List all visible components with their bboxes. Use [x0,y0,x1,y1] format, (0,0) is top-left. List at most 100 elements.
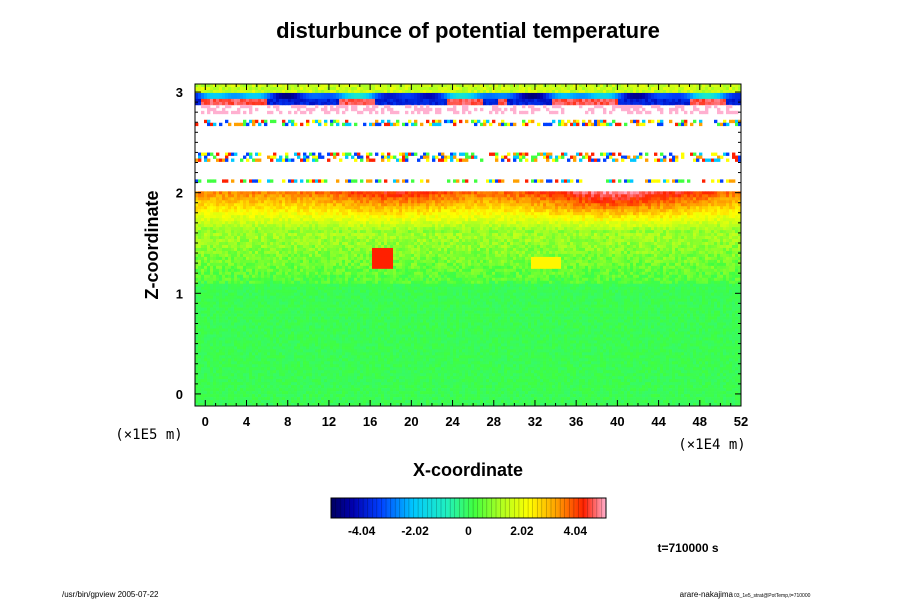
heatmap-cell [543,89,547,94]
heatmap-cell [288,203,292,207]
heatmap-cell [519,89,523,94]
heatmap-cell [279,194,283,198]
heatmap-cell [309,152,313,156]
heatmap-cell [468,155,472,159]
heatmap-cell [684,98,688,103]
heatmap-cell [264,233,268,237]
heatmap-cell [411,206,415,210]
heatmap-cell [609,206,613,210]
heatmap-cell [639,200,643,204]
heatmap-cell [543,218,547,222]
heatmap-cell [243,209,247,213]
heatmap-cell [552,212,556,216]
heatmap-cell [321,224,325,228]
heatmap-cell [375,86,379,91]
heatmap-cell [561,233,565,237]
heatmap-cell [423,206,427,210]
heatmap-cell [678,221,682,225]
heatmap-cell [210,92,214,97]
heatmap-cell [711,158,715,162]
heatmap-cell [348,152,352,156]
heatmap-cell [264,239,268,243]
heatmap-cell [486,209,490,213]
heatmap-cell [312,101,316,106]
heatmap-cell [408,104,412,109]
heatmap-cell [234,194,238,198]
heatmap-cell [714,209,718,213]
heatmap-cell [654,158,658,162]
heatmap-cell [714,236,718,240]
heatmap-cell [666,197,670,201]
heatmap-cell [390,203,394,207]
heatmap-cell [465,92,469,97]
heatmap-cell [498,197,502,201]
heatmap-cell [663,209,667,213]
heatmap-cell [453,110,457,115]
heatmap-cell [417,84,421,88]
heatmap-cell [489,236,493,240]
heatmap-cell [306,206,310,210]
heatmap-cell [621,89,625,94]
heatmap-cell [285,221,289,225]
heatmap-cell [225,191,229,195]
heatmap-cell [339,158,343,162]
heatmap-cell [342,233,346,237]
heatmap-cell [594,209,598,213]
heatmap-cell [426,236,430,240]
heatmap-cell [720,110,724,115]
heatmap-cell [546,218,550,222]
heatmap-cell [714,95,718,100]
heatmap-cell [705,221,709,225]
heatmap-cell [336,179,340,183]
heatmap-cell [462,194,466,198]
heatmap-cell [249,230,253,234]
heatmap-cell [471,194,475,198]
heatmap-cell [369,92,373,97]
heatmap-cell [360,203,364,207]
heatmap-cell [252,215,256,219]
heatmap-cell [234,218,238,222]
heatmap-cell [381,92,385,97]
heatmap-cell [732,227,736,231]
heatmap-cell [363,107,367,112]
heatmap-cell [717,212,721,216]
heatmap-cell [720,92,724,97]
heatmap-cell [279,215,283,219]
heatmap-cell [534,84,538,88]
heatmap-cell [504,107,508,112]
heatmap-cell [219,227,223,231]
heatmap-cell [273,95,277,100]
heatmap-cell [591,101,595,106]
heatmap-cell [468,224,472,228]
heatmap-cell [396,101,400,106]
heatmap-cell [285,89,289,94]
heatmap-cell [699,206,703,210]
heatmap-cell [384,101,388,106]
heatmap-cell [528,98,532,103]
heatmap-cell [636,203,640,207]
heatmap-cell [615,218,619,222]
heatmap-cell [657,209,661,213]
heatmap-cell [375,215,379,219]
heatmap-cell [717,101,721,106]
heatmap-cell [537,179,541,183]
heatmap-cell [651,221,655,225]
heatmap-cell [549,86,553,91]
heatmap-cell [345,191,349,195]
heatmap-cell [516,230,520,234]
heatmap-cell [690,203,694,207]
heatmap-cell [642,95,646,100]
heatmap-cell [597,95,601,100]
heatmap-cell [636,224,640,228]
heatmap-cell [612,104,616,109]
heatmap-cell [513,215,517,219]
heatmap-cell [573,84,577,88]
heatmap-cell [525,194,529,198]
heatmap-cell [324,200,328,204]
heatmap-cell [699,98,703,103]
heatmap-cell [306,203,310,207]
heatmap-cell [603,122,607,127]
heatmap-cell [669,98,673,103]
heatmap-cell [321,215,325,219]
heatmap-cell [291,119,295,124]
